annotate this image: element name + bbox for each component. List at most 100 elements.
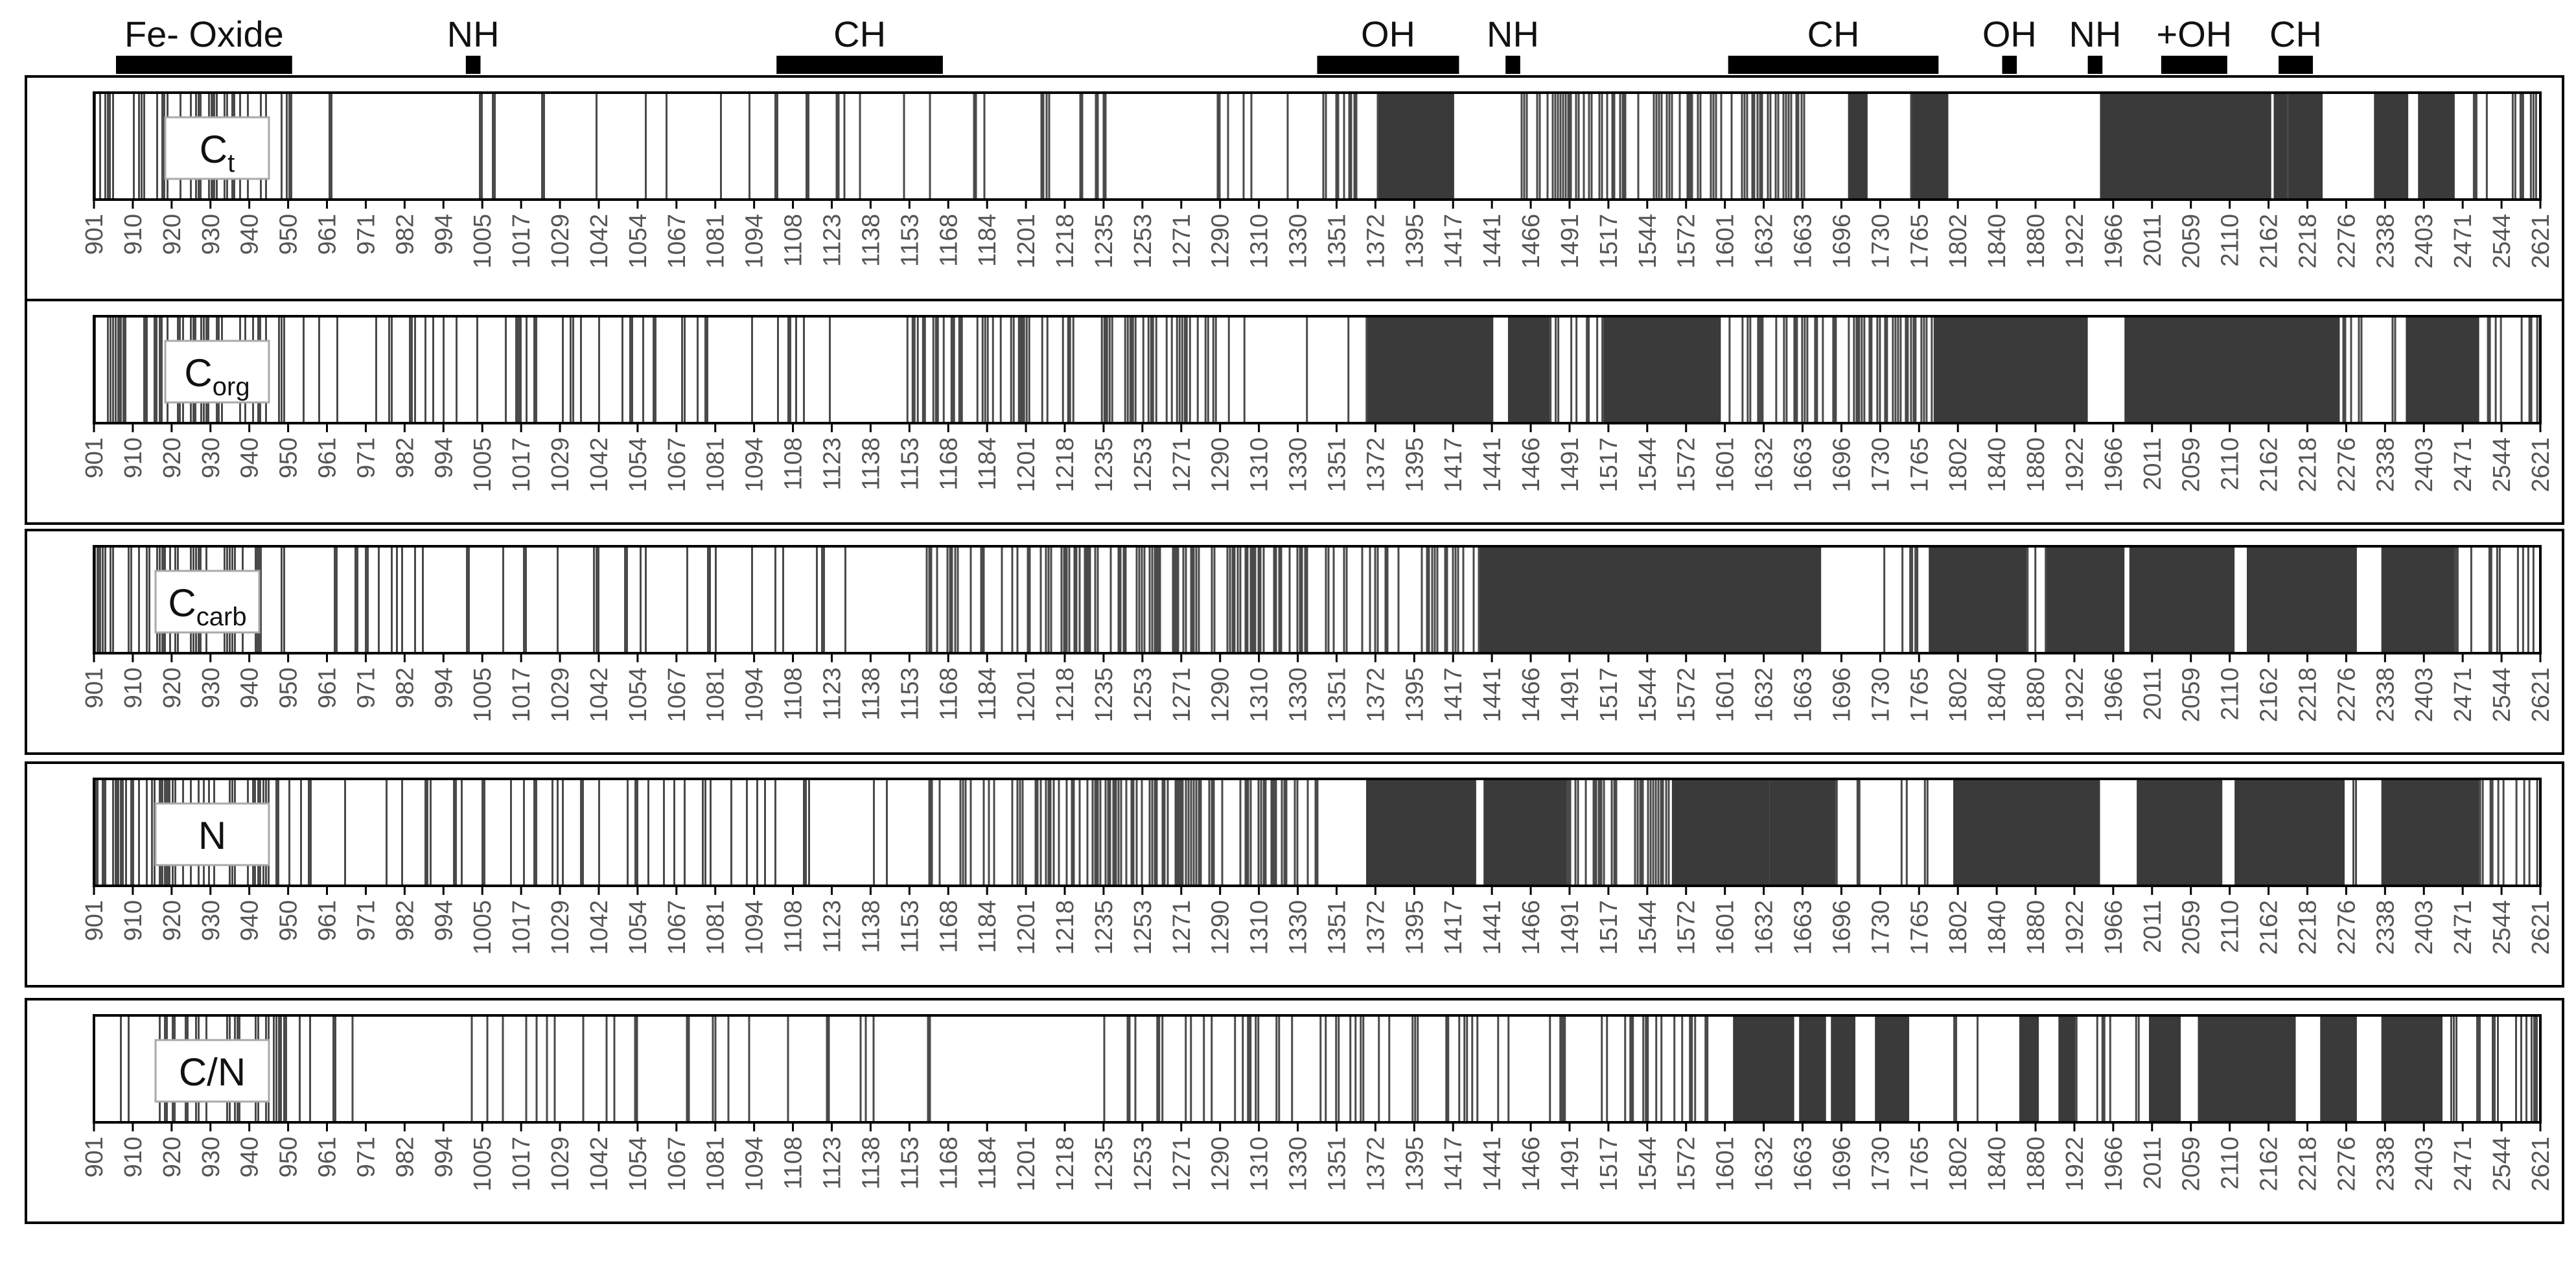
x-tick-label: 2218 — [2294, 667, 2321, 723]
header-extra-mark — [2301, 56, 2313, 74]
selected-band-line — [138, 93, 140, 200]
selected-band-line — [146, 316, 148, 423]
selected-band-line — [1275, 1015, 1278, 1122]
x-tick-label: 1094 — [741, 437, 769, 492]
x-tick-label: 971 — [353, 437, 380, 478]
selected-band-line — [2515, 1015, 2517, 1122]
selected-band-line — [835, 93, 840, 200]
selected-band-line — [1130, 779, 1135, 886]
x-tick-label: 1290 — [1207, 900, 1235, 955]
selected-band-line — [634, 1015, 638, 1122]
x-tick-label: 1351 — [1323, 900, 1351, 955]
selected-band-line — [1647, 779, 1649, 886]
selected-band-line — [645, 93, 647, 200]
selected-band-line — [826, 1015, 830, 1122]
selected-band-line — [1445, 1015, 1450, 1122]
selected-band-line — [1207, 316, 1209, 423]
x-tick-label: 2403 — [2411, 214, 2438, 269]
x-tick-label: 1880 — [2023, 214, 2050, 269]
selected-band-block — [2137, 779, 2223, 886]
selected-band-line — [422, 546, 424, 653]
selected-band-line — [375, 316, 377, 423]
selected-band-line — [278, 1015, 282, 1122]
selected-band-line — [351, 1015, 354, 1122]
selected-band-line — [120, 779, 124, 886]
x-tick-label: 2544 — [2489, 667, 2516, 723]
x-tick-label: 1067 — [664, 437, 691, 492]
x-tick-label: 930 — [198, 214, 225, 255]
x-tick-label: 2218 — [2294, 214, 2321, 269]
selected-band-line — [1835, 316, 1837, 423]
selected-band-line — [1141, 779, 1143, 886]
x-tick-label: 2276 — [2333, 900, 2360, 955]
selected-band-line — [275, 1015, 277, 1122]
selected-band-line — [1931, 316, 1933, 423]
selected-band-line — [523, 546, 527, 653]
x-tick-label: 1802 — [1945, 214, 1972, 269]
x-tick-label: 2276 — [2333, 437, 2360, 492]
selected-band-line — [130, 546, 132, 653]
selected-band-block — [2320, 1015, 2357, 1122]
selected-band-line — [816, 546, 818, 653]
selected-band-line — [1296, 546, 1299, 653]
selected-band-line — [2532, 93, 2535, 200]
x-tick-label: 910 — [120, 437, 147, 478]
band-strip-frame — [93, 315, 2542, 424]
selected-band-line — [1743, 93, 1746, 200]
selected-band-line — [962, 779, 964, 886]
selected-band-line — [2487, 316, 2491, 423]
series-label-box — [164, 340, 270, 404]
header-band-bar — [1317, 56, 1459, 74]
selected-band-line — [1613, 779, 1618, 886]
x-tick-label: 1572 — [1673, 667, 1700, 723]
x-tick-label: 1054 — [625, 667, 652, 723]
x-tick-label: 2544 — [2489, 437, 2516, 492]
selected-band-line — [1577, 779, 1579, 886]
selected-band-line — [456, 316, 458, 423]
x-tick-label: 1441 — [1479, 214, 1506, 269]
selected-band-line — [1671, 93, 1673, 200]
selected-band-line — [1909, 546, 1914, 653]
selected-band-line — [1384, 546, 1389, 653]
selected-band-line — [946, 546, 949, 653]
selected-band-line — [999, 316, 1002, 423]
selected-band-line — [1411, 1015, 1414, 1122]
selected-band-line — [1262, 546, 1265, 653]
series-label: N — [198, 814, 226, 857]
selected-band-line — [461, 779, 463, 886]
x-tick-label: 2621 — [2527, 667, 2555, 723]
selected-band-line — [1068, 546, 1071, 653]
selected-band-line — [580, 316, 582, 423]
x-tick-label: 1094 — [741, 1137, 769, 1192]
x-tick-label: 1081 — [702, 437, 730, 492]
selected-band-line — [1050, 546, 1052, 653]
x-tick-label: 2403 — [2411, 1137, 2438, 1192]
x-tick-label: 1168 — [935, 214, 962, 267]
selected-band-line — [1746, 316, 1749, 423]
selected-band-line — [2352, 779, 2354, 886]
selected-band-line — [1161, 779, 1166, 886]
selected-band-line — [117, 316, 121, 423]
selected-band-line — [2342, 316, 2347, 423]
selected-band-line — [931, 779, 933, 886]
selected-band-line — [1774, 93, 1777, 200]
x-tick-label: 1029 — [547, 437, 574, 492]
x-tick-label: 2621 — [2527, 214, 2555, 269]
selected-band-line — [1047, 546, 1050, 653]
selected-band-line — [886, 779, 888, 886]
selected-band-line — [424, 779, 428, 886]
selected-band-line — [1601, 1015, 1603, 1122]
x-tick-label: 1005 — [469, 214, 496, 269]
x-tick-label: 1054 — [625, 437, 652, 492]
selected-band-line — [1094, 779, 1098, 886]
x-tick-label: 1730 — [1867, 1137, 1894, 1192]
selected-band-line — [1611, 93, 1616, 200]
x-tick-label: 1632 — [1751, 900, 1778, 955]
x-tick-label: 1802 — [1945, 667, 1972, 723]
x-tick-label: 1184 — [974, 214, 1001, 267]
x-tick-label: 1663 — [1790, 1137, 1817, 1192]
selected-band-line — [596, 546, 599, 653]
selected-band-line — [1562, 1015, 1566, 1122]
selected-band-block — [1831, 1015, 1855, 1122]
selected-band-line — [932, 316, 934, 423]
